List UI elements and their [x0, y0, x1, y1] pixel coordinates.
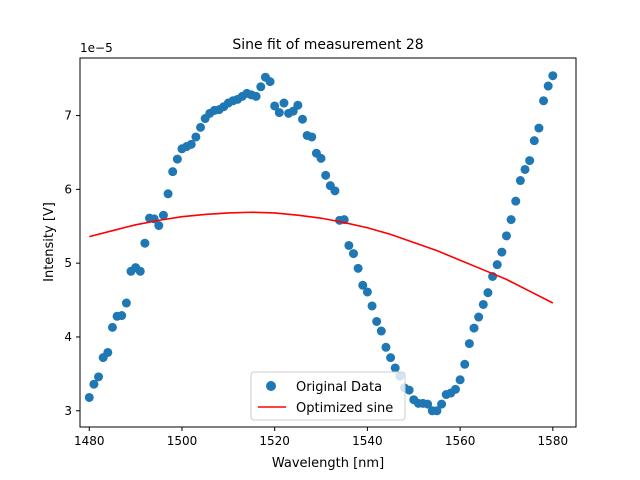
data-point	[353, 263, 363, 273]
x-tick-label: 1520	[259, 434, 290, 448]
data-point	[520, 164, 530, 174]
data-point	[186, 139, 196, 149]
data-point	[469, 323, 479, 333]
data-point	[367, 301, 377, 311]
data-point	[172, 154, 182, 164]
data-point	[515, 176, 525, 186]
data-point	[103, 347, 113, 357]
data-point	[381, 342, 391, 352]
legend-label-optimized-sine: Optimized sine	[296, 401, 393, 416]
x-axis-label: Wavelength [nm]	[272, 456, 384, 471]
data-point	[196, 122, 206, 132]
data-point	[307, 132, 317, 142]
x-tick-label: 1580	[538, 434, 569, 448]
data-point	[321, 170, 331, 180]
data-point	[191, 132, 201, 142]
data-point	[298, 114, 307, 124]
data-point	[358, 280, 368, 290]
data-point	[89, 379, 99, 389]
legend-frame	[250, 371, 406, 421]
axes-frame	[79, 57, 577, 428]
data-point	[548, 71, 558, 81]
data-point	[432, 406, 442, 416]
data-point	[376, 326, 386, 336]
y-tick-label: 3	[64, 404, 72, 418]
legend: Original Data Optimized sine	[250, 371, 406, 421]
data-point	[534, 123, 544, 133]
data-point	[330, 186, 340, 196]
data-point	[121, 298, 131, 308]
data-point	[455, 375, 465, 385]
data-point	[251, 91, 261, 101]
data-point	[274, 108, 284, 118]
x-tick-label: 1480	[74, 434, 105, 448]
data-point	[478, 299, 488, 309]
plot-area	[84, 71, 558, 416]
fit-line	[89, 211, 554, 304]
chart-title: Sine fit of measurement 28	[232, 37, 423, 53]
data-point	[84, 392, 94, 402]
data-point	[163, 189, 173, 199]
legend-marker-original-data	[266, 381, 276, 391]
data-point	[464, 339, 474, 349]
data-point	[362, 287, 372, 297]
data-point	[140, 238, 150, 248]
data-point	[404, 385, 414, 395]
data-point	[437, 399, 447, 409]
data-point	[349, 249, 358, 259]
data-point	[511, 196, 521, 206]
data-point	[154, 221, 164, 231]
data-point	[497, 247, 507, 257]
data-point	[506, 215, 516, 225]
y-tick-label: 5	[64, 256, 72, 270]
y-tick-label: 4	[64, 330, 72, 344]
data-point	[492, 260, 502, 270]
x-tick-label: 1560	[445, 434, 476, 448]
y-tick-label: 7	[64, 109, 72, 123]
data-point	[543, 81, 553, 91]
data-point	[265, 77, 275, 87]
data-point	[293, 100, 303, 110]
data-point	[474, 312, 484, 322]
data-point	[107, 322, 117, 332]
x-axis: 1480 1500 1520 1540 1560 1580	[74, 427, 568, 448]
data-point	[483, 288, 493, 298]
y-tick-label: 6	[64, 182, 72, 196]
y-offset-text: 1e−5	[80, 41, 113, 55]
data-point	[158, 210, 168, 220]
data-point	[386, 353, 396, 363]
data-point	[270, 101, 280, 111]
y-axis-label: Intensity [V]	[42, 202, 57, 282]
y-axis: 3 4 5 6 7	[64, 109, 80, 418]
x-tick-label: 1500	[167, 434, 198, 448]
data-point	[423, 399, 433, 409]
data-point	[94, 372, 104, 382]
data-point	[316, 153, 326, 163]
data-point	[135, 266, 145, 276]
x-tick-label: 1540	[352, 434, 383, 448]
data-point	[168, 167, 178, 177]
data-point	[529, 136, 539, 146]
data-point	[460, 359, 470, 369]
legend-label-original-data: Original Data	[296, 380, 382, 395]
data-point	[525, 156, 535, 166]
data-point	[501, 231, 511, 241]
data-point	[450, 384, 460, 394]
data-point	[117, 311, 127, 321]
data-point	[539, 96, 549, 106]
data-point	[256, 82, 266, 92]
data-point	[344, 240, 354, 250]
data-point	[372, 316, 382, 326]
data-point	[279, 98, 289, 108]
data-point	[390, 363, 400, 373]
